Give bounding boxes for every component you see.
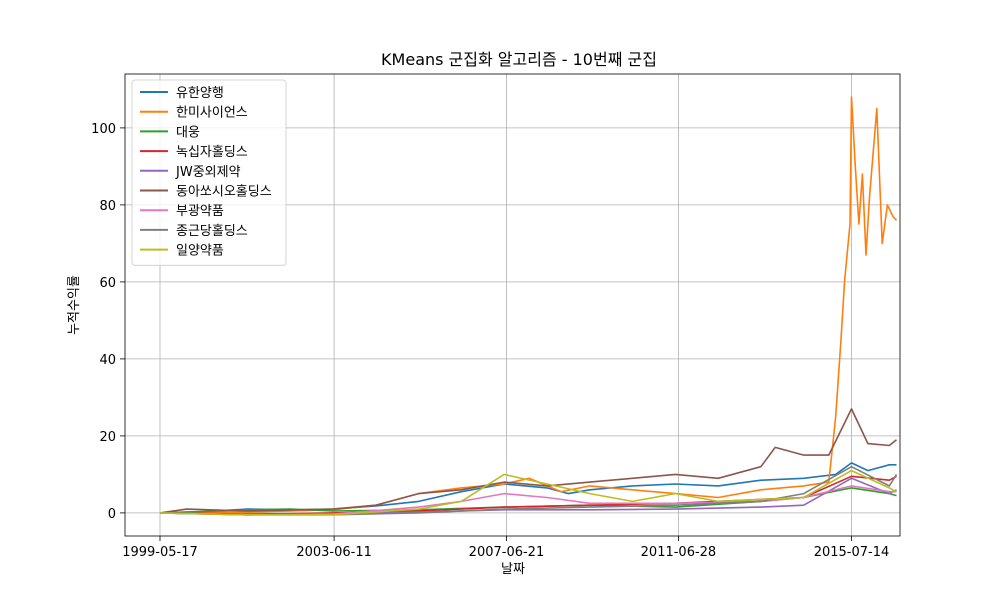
y-tick-label: 100 — [91, 122, 116, 137]
series-line — [159, 96, 898, 514]
x-tick-label: 2007-06-21 — [469, 545, 545, 560]
chart-title: KMeans 군집화 알고리즘 - 10번째 군집 — [381, 50, 657, 69]
y-tick-label: 40 — [99, 353, 116, 368]
y-tick-label: 60 — [99, 276, 116, 291]
legend-label: 부광약품 — [176, 204, 224, 219]
series-line — [159, 475, 897, 515]
x-axis-label: 날짜 — [501, 562, 525, 577]
plot-area-frame — [124, 73, 901, 537]
legend-label: 일양약품 — [176, 244, 224, 259]
y-tick-label: 20 — [99, 430, 116, 445]
legend-label: 동아쏘시오홀딩스 — [176, 185, 272, 200]
legend-box — [131, 79, 287, 266]
legend-label: 녹십자홀딩스 — [176, 145, 248, 160]
series-line — [159, 485, 897, 516]
y-axis-label: 누적수익률 — [67, 275, 82, 335]
axis-ticks: 1999-05-17 2003-06-11 2007-06-21 2011-06-28… — [91, 122, 889, 560]
legend-label: 종근당홀딩스 — [176, 224, 248, 239]
legend-label: 유한양행 — [176, 85, 224, 101]
series-line — [159, 408, 897, 514]
x-tick-label: 2011-06-28 — [641, 545, 717, 560]
series-line — [159, 469, 897, 516]
y-tick-label: 80 — [99, 199, 116, 214]
x-tick-label: 2003-06-11 — [296, 545, 372, 560]
x-tick-label: 2015-07-14 — [814, 545, 890, 560]
grid-lines — [125, 74, 900, 536]
series-lines — [159, 96, 898, 516]
y-tick-label: 0 — [108, 507, 116, 522]
legend-label: 대웅 — [176, 125, 200, 140]
legend-label: 한미사이언스 — [176, 106, 248, 121]
legend-label: JW중외제약 — [175, 165, 241, 180]
x-tick-label: 1999-05-17 — [122, 545, 198, 560]
